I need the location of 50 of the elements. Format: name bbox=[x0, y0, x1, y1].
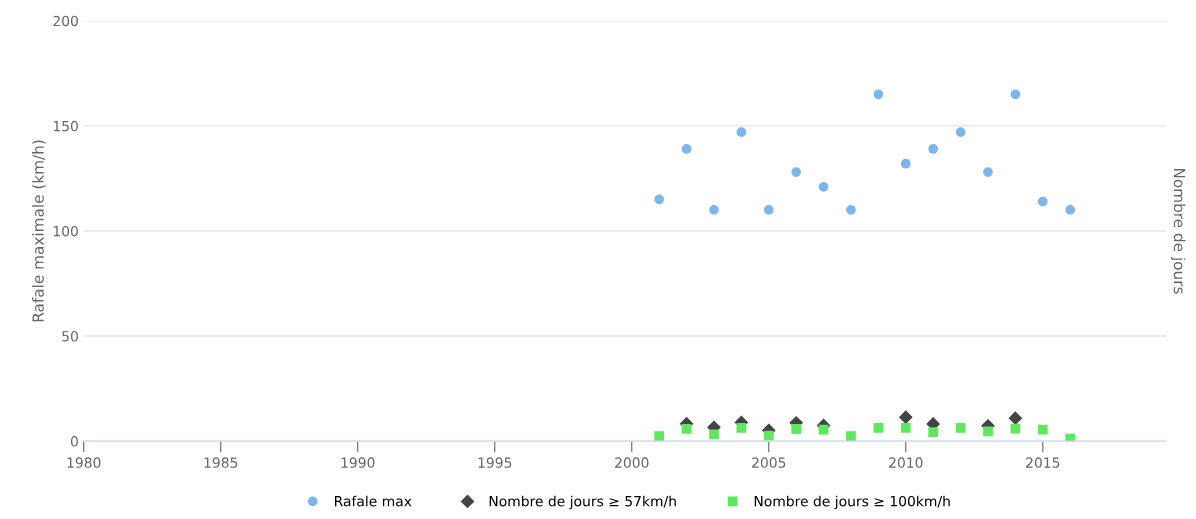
point bbox=[654, 194, 665, 205]
legend-label: Nombre de jours ≥ 100km/h bbox=[754, 495, 950, 510]
point bbox=[928, 427, 939, 437]
point bbox=[763, 205, 774, 215]
point bbox=[1008, 411, 1022, 425]
point bbox=[1065, 433, 1076, 442]
point bbox=[846, 431, 856, 441]
point bbox=[654, 431, 665, 441]
point bbox=[900, 158, 911, 169]
y-tick-label: 50 bbox=[62, 331, 78, 342]
point bbox=[955, 127, 966, 138]
point bbox=[955, 423, 966, 433]
point bbox=[818, 181, 829, 192]
y-tick-label: 150 bbox=[53, 120, 78, 132]
point bbox=[1037, 196, 1048, 207]
point bbox=[1065, 205, 1076, 215]
point bbox=[681, 424, 692, 434]
x-tick-label: 2005 bbox=[752, 457, 786, 468]
point bbox=[900, 423, 911, 433]
legend-label: Nombre de jours ≥ 57km/h bbox=[489, 495, 676, 510]
point bbox=[899, 410, 913, 424]
x-tick-label: 1990 bbox=[341, 457, 375, 468]
point bbox=[873, 89, 884, 100]
point bbox=[1037, 424, 1048, 435]
legend-label: Rafale max bbox=[335, 495, 412, 507]
point bbox=[709, 205, 719, 215]
x-tick-label: 1985 bbox=[204, 457, 238, 468]
point bbox=[681, 144, 692, 154]
point bbox=[791, 167, 802, 177]
x-tick-label: 1995 bbox=[478, 457, 512, 468]
point bbox=[736, 127, 747, 138]
x-tick-label: 2010 bbox=[889, 457, 923, 468]
y-axis-title: Rafale maximale (km/h) bbox=[32, 140, 46, 322]
point bbox=[709, 429, 719, 440]
point bbox=[791, 424, 802, 434]
x-tick-label: 2000 bbox=[615, 457, 649, 468]
x-tick-label: 1980 bbox=[67, 457, 101, 468]
point bbox=[983, 167, 993, 177]
y2-axis-title: Nombre de jours bbox=[1170, 168, 1186, 294]
point bbox=[1010, 89, 1021, 100]
point bbox=[873, 423, 884, 433]
y-tick-label: 0 bbox=[70, 436, 78, 447]
y-tick-label: 200 bbox=[53, 15, 78, 27]
point bbox=[928, 144, 939, 154]
point bbox=[736, 423, 747, 433]
x-tick-label: 2015 bbox=[1026, 457, 1060, 468]
point bbox=[763, 430, 774, 441]
point bbox=[983, 426, 993, 437]
y-tick-label: 100 bbox=[53, 225, 78, 237]
point bbox=[846, 205, 856, 215]
